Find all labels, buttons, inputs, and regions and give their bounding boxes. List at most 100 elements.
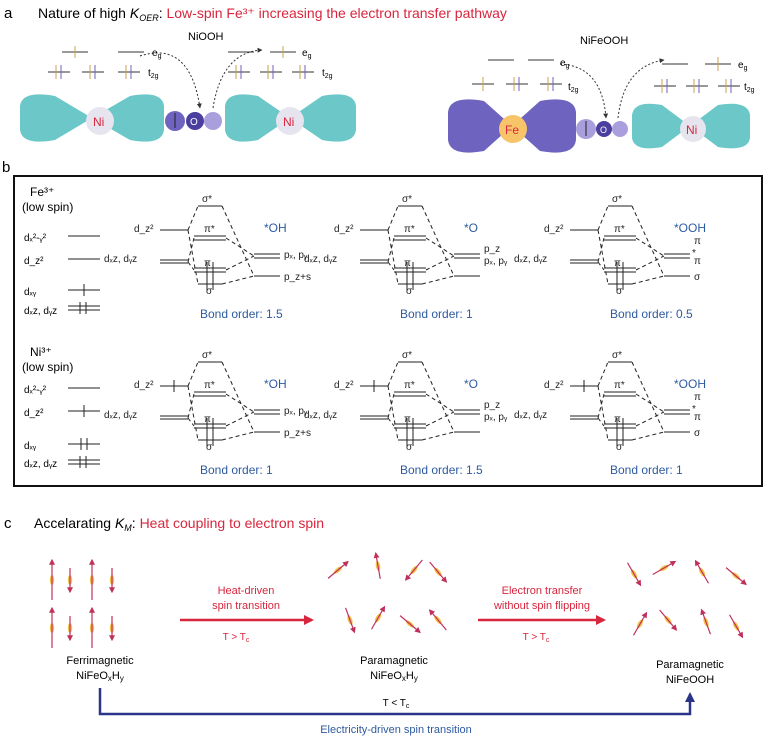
- para2-spin-1: [652, 560, 677, 576]
- mo-dxzyz-label: dₓz, dᵧz: [104, 410, 137, 421]
- ni-label-left-2: Ni: [283, 115, 294, 129]
- para2-spin-6: [700, 608, 712, 635]
- mo-sigma-label: σ: [206, 442, 213, 453]
- mo-sigma-label: σ: [616, 442, 623, 453]
- panel-a-heading-colon: :: [159, 5, 167, 21]
- mo-pxpy-label: pₓ, pᵧ: [284, 406, 308, 417]
- para1-spin-7: [428, 609, 447, 631]
- mo-ooh-pi-label: π: [694, 236, 701, 247]
- panel-a-heading: Nature of high KOER: Low-spin Fe³⁺ incre…: [38, 5, 507, 23]
- mo-sigma-star-label: σ*: [402, 350, 412, 361]
- mo-dz2-label: d_z²: [334, 224, 354, 235]
- mo-sigma-label: σ: [206, 286, 213, 297]
- fe-row-title: Fe³⁺: [30, 185, 54, 199]
- ni-label-left: Ni: [93, 115, 104, 129]
- pi-correlation: [597, 393, 665, 427]
- t2g-label-left-2: t2g: [322, 68, 333, 80]
- state3-formula: NiFeOOH: [666, 674, 714, 686]
- nioo-orbitals: [48, 46, 314, 109]
- mo-sigma-star-label: σ*: [402, 194, 412, 205]
- mo-dxzyz-label: dₓz, dᵧz: [514, 254, 547, 265]
- para2-spin-0: [626, 562, 642, 587]
- bond-order-label: Bond order: 0.5: [610, 307, 693, 321]
- eg-label-right-2: eg: [738, 60, 748, 72]
- sigma-correlation: [187, 361, 255, 441]
- para2-spin-7: [728, 614, 744, 639]
- mo-dz2-label: d_z²: [544, 224, 564, 235]
- mo-sigma-label: σ: [616, 286, 623, 297]
- mo-pi-star-label: π*: [204, 380, 215, 391]
- o-atom-left: [186, 112, 204, 130]
- bond-order-label: Bond order: 1: [610, 463, 683, 477]
- heat-arrow-cond: T > Tc: [223, 632, 250, 644]
- pi-correlation: [187, 393, 255, 427]
- panel-c-heading-colon: :: [132, 515, 140, 531]
- nifeooh-title: NiFeOOH: [580, 35, 628, 47]
- panel-c-heading: Accelarating KM: Heat coupling to electr…: [34, 515, 324, 533]
- ni-dxzyz: dₓz, dᵧz: [24, 459, 57, 470]
- nioo-molecule: Ni O Ni: [20, 94, 356, 142]
- electricity-arrow: [98, 688, 695, 716]
- fe-dx2y2: dₓ²-ᵧ²: [24, 233, 47, 244]
- mo-adsorbate-label: *OH: [264, 221, 287, 235]
- fe-low-spin: (low spin): [22, 200, 73, 214]
- para1-spin-5: [370, 605, 386, 630]
- mo-pzs-label: p_z+s: [284, 428, 311, 439]
- nifeooh-molecule: Fe O Ni: [448, 99, 750, 153]
- panel-b-letter: b: [2, 159, 10, 176]
- fe-atom: [499, 115, 527, 143]
- state2-formula: NiFeOxHy: [370, 670, 418, 683]
- sigma-correlation: [387, 205, 455, 285]
- o-label-right: O: [600, 125, 607, 135]
- mo-sigma-star-label: σ*: [612, 350, 622, 361]
- nifeooh-orbitals: [472, 57, 740, 119]
- mo-ooh-pi-label: π: [694, 392, 701, 403]
- ni-dxy: dₓᵧ: [24, 441, 37, 452]
- state1-name: Ferrimagnetic: [66, 655, 134, 667]
- panel-b: b Fe³⁺ (low spin) dₓ²-ᵧ² d_z² dₓᵧ dₓz, d…: [2, 159, 763, 487]
- state1-formula: NiFeOxHy: [76, 670, 124, 683]
- ni-dx2y2: dₓ²-ᵧ²: [24, 385, 47, 396]
- sigma-correlation: [187, 205, 255, 285]
- ni-label-right: Ni: [686, 123, 697, 137]
- mo-dxzyz-label: dₓz, dᵧz: [304, 254, 337, 265]
- state2-name: Paramagnetic: [360, 655, 428, 667]
- para1-spin-6: [399, 615, 421, 634]
- mo-dxzyz-label: dₓz, dᵧz: [514, 410, 547, 421]
- bond-order-label: Bond order: 1: [400, 307, 473, 321]
- o-atom-right: [596, 121, 612, 137]
- electricity-label: Electricity-driven spin transition: [320, 724, 472, 736]
- t2g-label-left-1: t2g: [148, 68, 159, 80]
- mo-adsorbate-label: *O: [464, 377, 478, 391]
- eg-label-left-1: eg: [152, 48, 162, 60]
- para2-spin-5: [659, 609, 678, 631]
- mo-adsorbate-label: *O: [464, 221, 478, 235]
- heat-arrow-top: Heat-driven: [218, 585, 275, 597]
- fe-dz2: d_z²: [24, 256, 44, 267]
- mo-dz2-label: d_z²: [334, 380, 354, 391]
- mo-dz2-label: d_z²: [134, 380, 154, 391]
- heat-arrow-bottom: spin transition: [212, 600, 280, 612]
- mo-diagram-fe-1: d_z² dₓz, dᵧz σ* π* π σ *O p_zpₓ, pᵧ Bond order:…: [304, 194, 508, 321]
- mo-diagram-ni-0: d_z² dₓz, dᵧz σ* π* π σ *OH pₓ, pᵧ p_z+s Bond ord…: [104, 350, 311, 477]
- ni-atom-left-2: [276, 107, 304, 135]
- panel-a-heading-prefix: Nature of high: [38, 5, 130, 21]
- mo-sigma-label: σ: [406, 286, 413, 297]
- panel-a-letter: a: [4, 5, 13, 22]
- mo-dz2-label: d_z²: [544, 380, 564, 391]
- mo-adsorbate-label: *OOH: [674, 221, 706, 235]
- panel-c-heading-red: Heat coupling to electron spin: [140, 515, 324, 531]
- fe-legend: Fe³⁺ (low spin) dₓ²-ᵧ² d_z² dₓᵧ dₓz, dᵧz: [22, 185, 100, 317]
- mo-ooh-pi2-label: π: [694, 256, 701, 267]
- bond-order-label: Bond order: 1.5: [200, 307, 283, 321]
- transfer-arrow-top: Electron transfer: [502, 585, 583, 597]
- pi-correlation: [387, 393, 455, 427]
- panel-a: a Nature of high KOER: Low-spin Fe³⁺ inc…: [4, 5, 755, 153]
- ni-atom-left: [86, 107, 114, 135]
- panel-c: c Accelarating KM: Heat coupling to elec…: [4, 515, 747, 736]
- transfer-arrow-bottom: without spin flipping: [493, 600, 590, 612]
- mo-ooh-pi2-label: π: [694, 412, 701, 423]
